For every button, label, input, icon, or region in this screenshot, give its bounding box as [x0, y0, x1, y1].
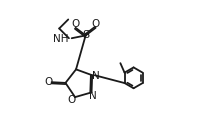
Text: O: O: [91, 19, 100, 29]
Text: S: S: [82, 30, 89, 40]
Text: O: O: [68, 95, 76, 105]
Text: O: O: [44, 77, 53, 87]
Text: N: N: [89, 91, 97, 101]
Text: O: O: [71, 19, 80, 29]
Text: N: N: [92, 71, 100, 81]
Text: NH: NH: [53, 34, 69, 44]
